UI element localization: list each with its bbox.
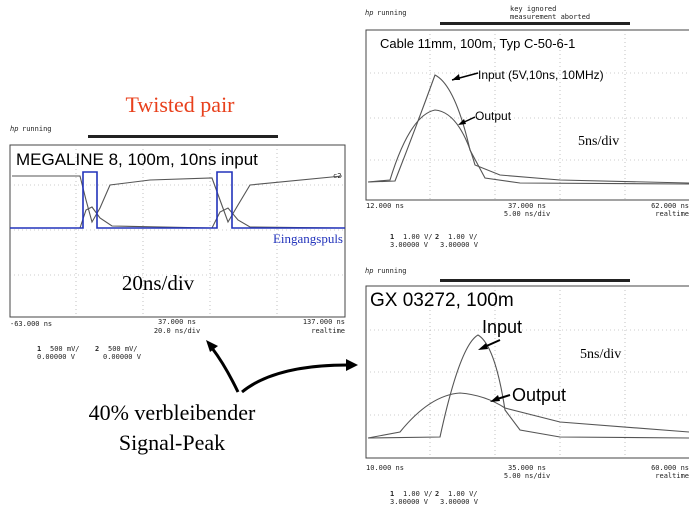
annotation: 5ns/div (580, 347, 621, 362)
axis-mode: realtime (655, 210, 689, 218)
header: measurement aborted (510, 13, 590, 21)
axis-right: 60.000 ns (651, 464, 689, 472)
scope-panel: hp running key ignored measurement abort… (365, 5, 689, 249)
annotation: Input (482, 317, 522, 337)
channel-offset: 3.00000 V (390, 498, 429, 506)
axis-mode: realtime (655, 472, 689, 480)
status: running (377, 9, 407, 17)
bar (440, 279, 630, 282)
channel-id: 1 (390, 490, 394, 498)
arrow (242, 365, 348, 392)
channel-offset: 0.00000 V (37, 353, 76, 361)
axis-per-div: 20.0 ns/div (154, 327, 200, 335)
bar (440, 22, 630, 25)
axis-left: -63.000 ns (10, 320, 52, 328)
channel-offset: 3.00000 V (440, 241, 479, 249)
axis-center: 37.000 ns (508, 202, 546, 210)
logo: hp (365, 9, 373, 17)
channel-offset: 3.00000 V (390, 241, 429, 249)
channel-scale: 1.00 V/ (403, 233, 433, 241)
axis-per-div: 5.00 ns/div (504, 472, 550, 480)
axis-left: 10.000 ns (366, 464, 404, 472)
axis-center: 37.000 ns (158, 318, 196, 326)
screen-label: Cable 11mm, 100m, Typ C-50-6-1 (380, 36, 575, 51)
logo: hp (365, 267, 373, 275)
annotation: Output (475, 109, 512, 123)
scope-panel: hp running MEGALINE 8, 100m, 10ns input … (10, 125, 345, 361)
screen-label: GX 03272, 100m (370, 290, 514, 311)
screen (366, 30, 689, 200)
axis-mode: realtime (311, 327, 345, 335)
bar (88, 135, 278, 138)
channel-id: 2 (95, 345, 99, 353)
title: Twisted pair (125, 92, 235, 117)
slide: Twisted pair hp running MEGALINE 8, 100m… (0, 0, 689, 506)
channel-id: 1 (37, 345, 41, 353)
axis-right: 137.000 ns (303, 318, 345, 326)
channel-id: 2 (435, 490, 439, 498)
annotation: 5ns/div (578, 134, 619, 149)
header: key ignored (510, 5, 556, 13)
channel-scale: 500 mV/ (108, 345, 138, 353)
annotation: Input (5V,10ns, 10MHz) (478, 68, 604, 82)
callout: Signal-Peak (119, 430, 225, 455)
channel-scale: 1.00 V/ (448, 490, 478, 498)
trace-tag: c2 (333, 172, 341, 180)
logo: hp (10, 125, 18, 133)
annotation: 20ns/div (122, 271, 195, 295)
channel-scale: 500 mV/ (50, 345, 80, 353)
channel-id: 1 (390, 233, 394, 241)
axis-right: 62.000 ns (651, 202, 689, 210)
status: running (377, 267, 407, 275)
axis-per-div: 5.00 ns/div (504, 210, 550, 218)
channel-id: 2 (435, 233, 439, 241)
axis-left: 12.000 ns (366, 202, 404, 210)
channel-offset: 3.00000 V (440, 498, 479, 506)
scope-panel: hp running GX 03272, 100m Input Output 5… (365, 267, 689, 506)
callout: 40% verbleibender (89, 400, 256, 425)
channel-offset: 0.00000 V (103, 353, 142, 361)
channel-scale: 1.00 V/ (403, 490, 433, 498)
screen-label: MEGALINE 8, 100m, 10ns input (16, 150, 258, 169)
status: running (22, 125, 52, 133)
annotation: Eingangspuls (273, 231, 343, 246)
arrow (212, 348, 238, 392)
channel-scale: 1.00 V/ (448, 233, 478, 241)
axis-center: 35.000 ns (508, 464, 546, 472)
annotation: Output (512, 385, 566, 405)
